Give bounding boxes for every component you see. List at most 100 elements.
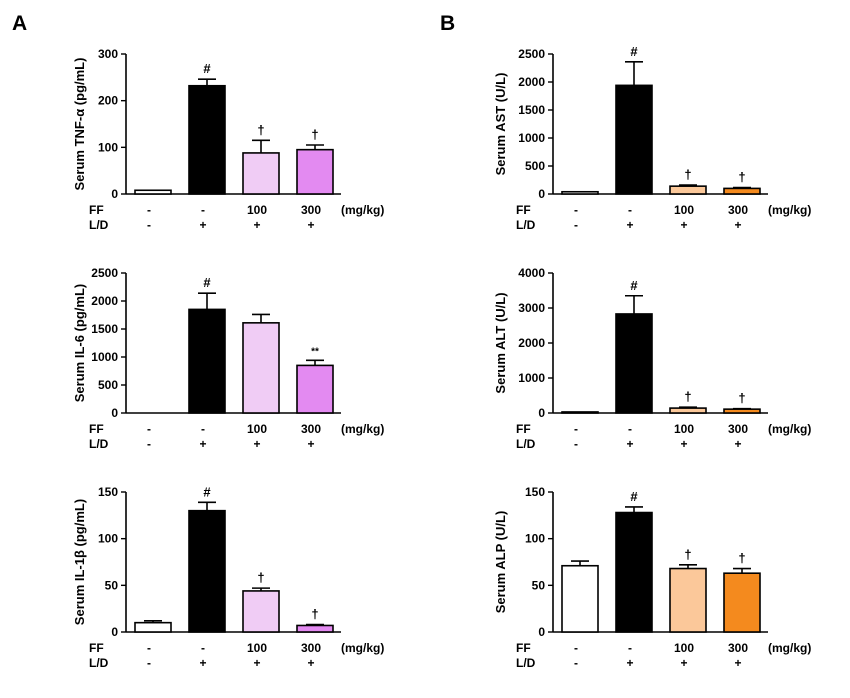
significance-mark: # xyxy=(630,489,638,504)
ld-value: + xyxy=(307,437,314,451)
ld-value: + xyxy=(626,218,633,232)
ff-value: - xyxy=(574,203,578,217)
ff-value: - xyxy=(574,422,578,436)
y-tick-label: 0 xyxy=(538,187,545,201)
bar xyxy=(615,511,653,633)
y-tick-label: 0 xyxy=(111,187,118,201)
ld-value: + xyxy=(626,437,633,451)
ld-value: + xyxy=(680,656,687,670)
y-tick-label: 500 xyxy=(98,378,118,392)
ff-value: - xyxy=(147,422,151,436)
y-axis-label: Serum TNF-α (pg/mL) xyxy=(72,58,87,191)
y-tick-label: 150 xyxy=(98,485,118,499)
y-axis-label: Serum AST (U/L) xyxy=(493,73,508,176)
bar xyxy=(296,624,334,633)
ld-value: - xyxy=(147,437,151,451)
y-tick-label: 2000 xyxy=(91,294,118,308)
y-tick-label: 0 xyxy=(111,625,118,639)
y-tick-label: 300 xyxy=(98,47,118,61)
y-tick-label: 100 xyxy=(525,532,545,546)
dose-unit: (mg/kg) xyxy=(768,422,811,436)
bar xyxy=(134,189,172,195)
y-tick-label: 2500 xyxy=(518,47,545,61)
bar xyxy=(561,411,599,414)
bar xyxy=(669,407,707,414)
ff-value: 300 xyxy=(728,203,748,217)
dose-unit: (mg/kg) xyxy=(341,422,384,436)
ld-value: + xyxy=(307,218,314,232)
significance-mark: † xyxy=(684,389,691,404)
bar xyxy=(669,567,707,633)
y-axis-label: Serum IL-1β (pg/mL) xyxy=(72,499,87,625)
dose-unit: (mg/kg) xyxy=(341,203,384,217)
ld-value: - xyxy=(574,656,578,670)
y-tick-label: 0 xyxy=(538,625,545,639)
ld-value: + xyxy=(307,656,314,670)
ld-value: - xyxy=(574,437,578,451)
bar xyxy=(561,564,599,633)
ld-value: + xyxy=(253,656,260,670)
ld-value: + xyxy=(734,437,741,451)
significance-mark: † xyxy=(738,551,745,566)
ld-value: - xyxy=(147,218,151,232)
bar xyxy=(188,509,226,633)
condition-label-ff: FF xyxy=(516,203,531,217)
significance-mark: † xyxy=(257,570,264,585)
ff-value: 100 xyxy=(674,422,694,436)
chart-2: 0 500 1000 1500 2000 2500 Serum IL-6 (pg/mL) # *… xyxy=(72,266,384,451)
ff-value: 100 xyxy=(247,641,267,655)
y-tick-label: 100 xyxy=(98,532,118,546)
y-tick-label: 100 xyxy=(98,140,118,154)
significance-mark: # xyxy=(203,484,211,499)
bar xyxy=(188,84,226,195)
bar xyxy=(723,572,761,633)
y-axis-label: Serum ALT (U/L) xyxy=(493,292,508,393)
ld-value: - xyxy=(147,656,151,670)
panel-letter-a: A xyxy=(12,12,27,35)
ff-value: 300 xyxy=(301,203,321,217)
ld-value: + xyxy=(734,656,741,670)
ff-value: 300 xyxy=(728,422,748,436)
bar xyxy=(242,590,280,633)
ld-value: + xyxy=(199,218,206,232)
y-tick-label: 2000 xyxy=(518,336,545,350)
bar xyxy=(723,408,761,414)
condition-label-ld: L/D xyxy=(89,218,109,232)
ld-value: + xyxy=(199,437,206,451)
bar xyxy=(723,187,761,195)
ld-value: + xyxy=(680,218,687,232)
significance-mark: # xyxy=(203,275,211,290)
ff-value: 100 xyxy=(674,203,694,217)
bar xyxy=(615,313,653,414)
significance-mark: † xyxy=(684,167,691,182)
bar xyxy=(296,148,334,195)
y-axis-label: Serum ALP (U/L) xyxy=(493,511,508,614)
ld-value: + xyxy=(253,437,260,451)
y-tick-label: 200 xyxy=(98,94,118,108)
ld-value: + xyxy=(734,218,741,232)
condition-label-ld: L/D xyxy=(516,656,536,670)
ld-value: - xyxy=(574,218,578,232)
y-tick-label: 1000 xyxy=(518,371,545,385)
y-tick-label: 2500 xyxy=(91,266,118,280)
y-tick-label: 4000 xyxy=(518,266,545,280)
significance-mark: † xyxy=(684,547,691,562)
y-tick-label: 1000 xyxy=(91,350,118,364)
ld-value: + xyxy=(253,218,260,232)
significance-mark: # xyxy=(203,61,211,76)
condition-label-ff: FF xyxy=(89,422,104,436)
condition-label-ff: FF xyxy=(516,641,531,655)
bar xyxy=(188,308,226,414)
condition-label-ff: FF xyxy=(89,203,104,217)
condition-label-ff: FF xyxy=(89,641,104,655)
y-tick-label: 3000 xyxy=(518,301,545,315)
y-tick-label: 50 xyxy=(532,578,546,592)
significance-mark: † xyxy=(311,127,318,142)
bar xyxy=(561,190,599,195)
ff-value: 100 xyxy=(247,422,267,436)
